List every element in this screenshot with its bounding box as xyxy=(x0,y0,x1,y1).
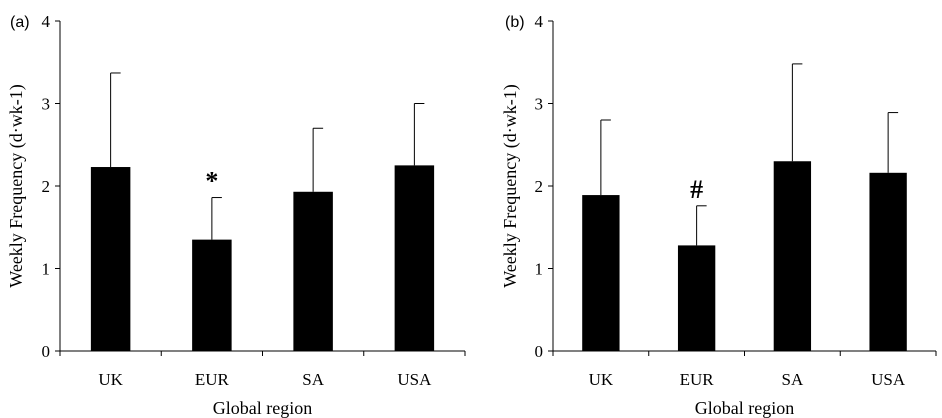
panel-label: (a) xyxy=(10,14,30,31)
y-tick-label: 4 xyxy=(535,12,544,31)
x-tick-label: SA xyxy=(782,370,804,389)
y-tick-label: 0 xyxy=(535,342,544,361)
bar-uk xyxy=(90,167,131,351)
x-tick-label: USA xyxy=(397,370,432,389)
x-tick-label: USA xyxy=(871,370,906,389)
y-tick-label: 2 xyxy=(42,177,51,196)
bar-eur xyxy=(677,245,716,351)
significance-marker: # xyxy=(690,175,703,204)
y-tick-label: 3 xyxy=(535,95,544,114)
bar-eur xyxy=(192,239,232,351)
x-tick-label: UK xyxy=(98,370,123,389)
x-tick-label: UK xyxy=(589,370,614,389)
y-tick-label: 0 xyxy=(42,342,51,361)
panel-label: (b) xyxy=(505,14,525,31)
y-axis-label: Weekly Frequency (d·wk-1) xyxy=(6,84,27,287)
x-tick-label: EUR xyxy=(680,370,715,389)
y-tick-label: 1 xyxy=(535,260,544,279)
bar-sa xyxy=(293,191,333,351)
bar-usa xyxy=(869,172,907,351)
y-tick-label: 3 xyxy=(42,95,51,114)
x-axis-label: Global region xyxy=(213,398,312,418)
y-axis-label: Weekly Frequency (d·wk-1) xyxy=(500,84,521,287)
x-axis-label: Global region xyxy=(695,398,794,418)
x-tick-label: EUR xyxy=(195,370,230,389)
bar-sa xyxy=(773,161,812,351)
y-tick-label: 2 xyxy=(535,177,544,196)
bar-uk xyxy=(582,195,620,351)
y-tick-label: 4 xyxy=(42,12,51,31)
x-tick-label: SA xyxy=(302,370,324,389)
bar-usa xyxy=(394,165,435,351)
significance-marker: * xyxy=(205,167,218,196)
y-tick-label: 1 xyxy=(42,260,51,279)
